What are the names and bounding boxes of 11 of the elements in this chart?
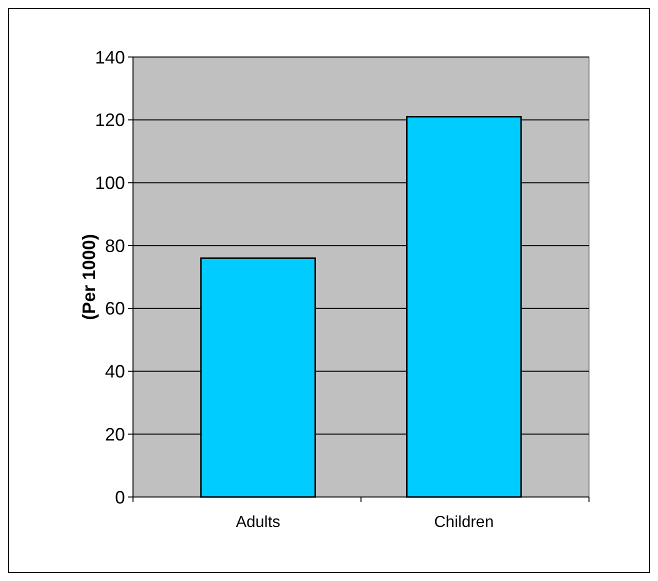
y-tick-label: 60 [104, 298, 125, 319]
x-tick-label: Children [434, 514, 494, 531]
y-tick-label: 40 [104, 362, 125, 382]
y-axis-title: (Per 1000) [79, 234, 99, 320]
y-tick-label: 20 [104, 424, 125, 444]
y-tick-label: 0 [114, 487, 125, 508]
x-tick-label: Adults [236, 514, 280, 531]
y-tick-label: 120 [94, 110, 125, 130]
y-tick-label: 140 [94, 47, 125, 68]
y-tick-label: 100 [94, 173, 125, 194]
y-tick-label: 80 [104, 236, 125, 256]
